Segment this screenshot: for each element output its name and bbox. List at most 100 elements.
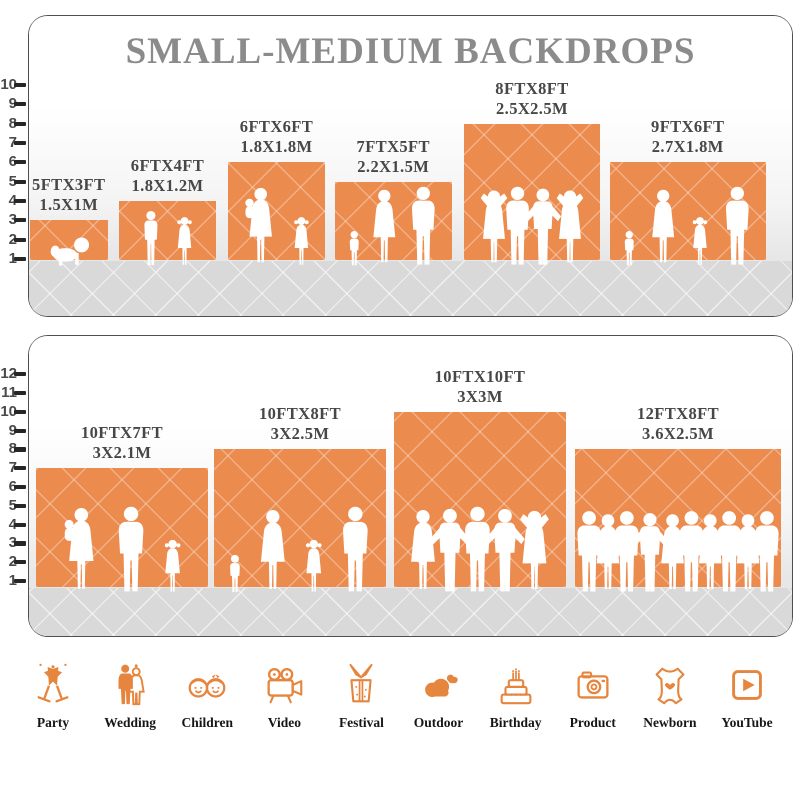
wedding-icon: [107, 662, 153, 708]
scale-tick: [14, 466, 26, 471]
backdrop-6ftx4ft: [119, 200, 216, 260]
backdrop-size-label: 8FTX8FT 2.5X2.5M: [442, 79, 622, 119]
figure-girl: [294, 217, 309, 265]
size-m-text: 3X2.1M: [92, 443, 152, 463]
festival-icon-glyph: [351, 665, 372, 701]
figure-woman: [652, 189, 675, 263]
backdrop-size-label: 9FTX6FT 2.7X1.8M: [598, 117, 778, 157]
figure-man: [506, 186, 529, 265]
scale-tick: [14, 372, 26, 377]
people-silhouettes: [64, 506, 181, 592]
figure-woman-pose: [480, 190, 508, 263]
scale-tick: [14, 447, 26, 452]
figure-toddler: [349, 230, 359, 266]
figure-toddler: [230, 554, 240, 593]
figure-woman: [596, 514, 620, 590]
size-ft-text: 12FTX8FT: [636, 404, 720, 424]
figure-woman-pose: [520, 510, 549, 589]
scale-tick: [14, 485, 26, 490]
panel-large-canvas: 10FTX7FT 3X2.1M 10FTX8FT 3X2.5M 10FTX10FT 3X3…: [29, 336, 792, 636]
scale-tick: [14, 121, 26, 126]
product-icon: [570, 662, 616, 708]
size-m-text: 2.7X1.8M: [651, 137, 724, 157]
category-row: Party Wedding Children Video Festival Outdoor…: [16, 662, 784, 731]
festival-icon: [338, 662, 384, 708]
scale-number: 2: [8, 230, 17, 248]
scale-tick: [14, 257, 26, 262]
party-icon-glyph: [37, 664, 69, 702]
size-ft-text: 5FTX3FT: [32, 175, 106, 195]
scale-number: 12: [0, 365, 17, 383]
size-ft-text: 10FTX8FT: [258, 404, 342, 424]
category-children: Children: [170, 662, 244, 731]
page-title: SMALL-MEDIUM BACKDROPS: [125, 31, 696, 72]
backdrop-size-label: 6FTX4FT 1.8X1.2M: [78, 156, 258, 196]
scale-number: 8: [8, 440, 17, 458]
category-product: Product: [556, 662, 630, 731]
birthday-icon: [493, 662, 539, 708]
scale-tick: [14, 409, 26, 414]
children-icon: [184, 662, 230, 708]
size-ft-text: 10FTX7FT: [80, 423, 164, 443]
size-ft-text: 6FTX6FT: [239, 117, 314, 137]
backdrop-size-label: 10FTX10FT 3X3M: [390, 367, 570, 407]
category-label: Festival: [338, 715, 384, 730]
scale-tick: [14, 579, 26, 584]
people-silhouettes: [411, 506, 549, 592]
figure-man: [755, 511, 779, 592]
panel-small-medium-canvas: SMALL-MEDIUM BACKDROPS 5FTX3FT 1.5X1M 6FTX…: [29, 16, 792, 316]
product-icon-glyph: [578, 673, 607, 698]
figure-girl: [692, 217, 708, 265]
scale-number: 2: [8, 553, 17, 571]
scale-tick: [14, 503, 26, 508]
scale-number: 6: [8, 478, 17, 495]
category-outdoor: Outdoor: [402, 662, 476, 731]
size-m-text: 1.8X1.2M: [131, 175, 204, 195]
youtube-icon: [724, 662, 770, 708]
figure-woman: [411, 510, 435, 589]
scale-tick: [14, 391, 26, 396]
birthday-icon-glyph: [501, 668, 530, 703]
category-festival: Festival: [324, 662, 398, 731]
category-label: Newborn: [643, 715, 697, 730]
figure-man: [343, 506, 368, 592]
figure-toddler: [624, 230, 634, 266]
backdrop-6ftx6ft: [228, 162, 325, 260]
size-m-text: 3X2.5M: [270, 424, 330, 444]
newborn-icon: [647, 662, 693, 708]
figure-man-pose: [430, 508, 470, 592]
figure-boy: [144, 210, 158, 266]
outdoor-icon: [416, 662, 462, 708]
scale-number: 3: [8, 211, 17, 229]
outdoor-icon-glyph: [425, 675, 458, 697]
scale-tick: [14, 541, 26, 546]
backdrop-size-label: 10FTX8FT 3X2.5M: [210, 404, 390, 444]
wedding-icon-glyph: [119, 664, 144, 704]
scale-number: 9: [8, 95, 17, 113]
category-birthday: Birthday: [479, 662, 553, 731]
scale-number: 8: [8, 114, 17, 132]
backdrop-size-label: 5FTX3FT 1.5X1M: [29, 175, 159, 215]
figure-woman-baby: [64, 508, 94, 589]
scale-number: 6: [8, 153, 17, 171]
people-silhouettes: [577, 511, 779, 592]
category-wedding: Wedding: [93, 662, 167, 731]
scale-number: 10: [0, 402, 17, 420]
size-ft-text: 6FTX4FT: [130, 155, 205, 175]
scale-tick: [14, 140, 26, 146]
scale-number: 1: [8, 250, 17, 267]
figure-man: [679, 511, 704, 592]
figure-woman: [698, 514, 722, 590]
floor-area: [29, 261, 792, 316]
category-label: Children: [181, 715, 233, 730]
scale-tick: [14, 560, 26, 565]
category-label: Birthday: [489, 715, 542, 730]
children-icon-glyph: [190, 674, 225, 696]
panel-small-medium: SMALL-MEDIUM BACKDROPS 5FTX3FT 1.5X1M 6FTX…: [0, 15, 793, 317]
figure-man: [725, 186, 749, 265]
figure-woman: [736, 514, 760, 590]
figure-man: [118, 506, 144, 592]
scale-number: 11: [1, 384, 17, 401]
panel-large: 10FTX7FT 3X2.1M 10FTX8FT 3X2.5M 10FTX10FT 3X3…: [0, 335, 793, 637]
